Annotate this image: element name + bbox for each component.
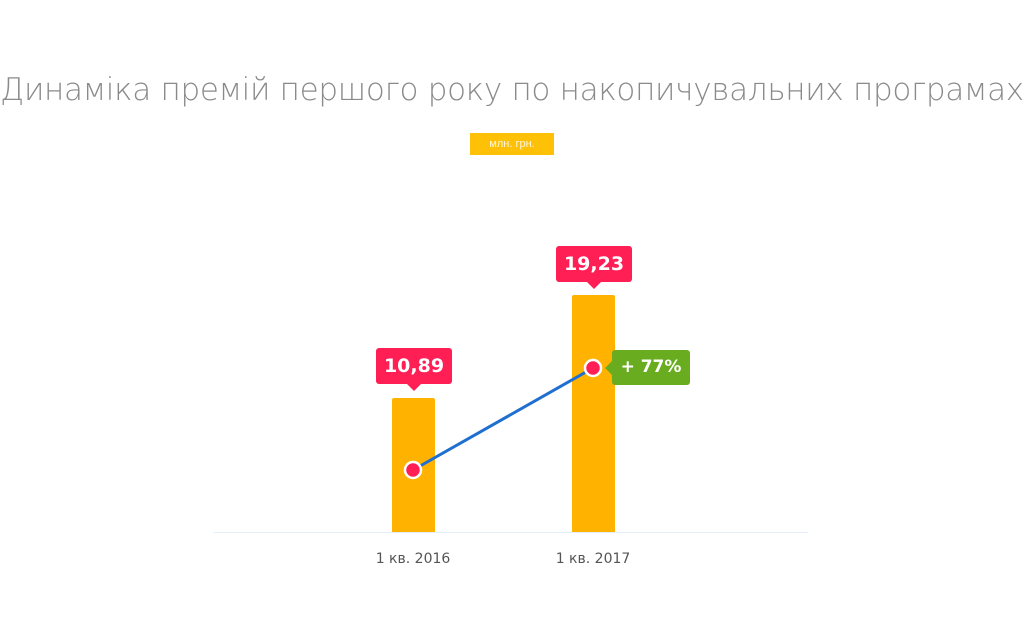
x-tick-2016: 1 кв. 2016: [375, 551, 451, 567]
value-label-2016: 10,89: [376, 348, 452, 391]
unit-badge: млн. грн.: [470, 133, 554, 155]
marker-2017: [583, 358, 603, 378]
bar-2017: [572, 295, 615, 532]
marker-2016: [403, 460, 423, 480]
x-axis-line: [214, 532, 808, 533]
growth-label: + 77%: [605, 350, 690, 385]
trend-line: [412, 366, 594, 472]
value-label-2017: 19,23: [556, 246, 632, 289]
x-tick-2017: 1 кв. 2017: [555, 551, 631, 567]
chart-title: Динаміка премій першого року по накопичу…: [0, 72, 1024, 108]
